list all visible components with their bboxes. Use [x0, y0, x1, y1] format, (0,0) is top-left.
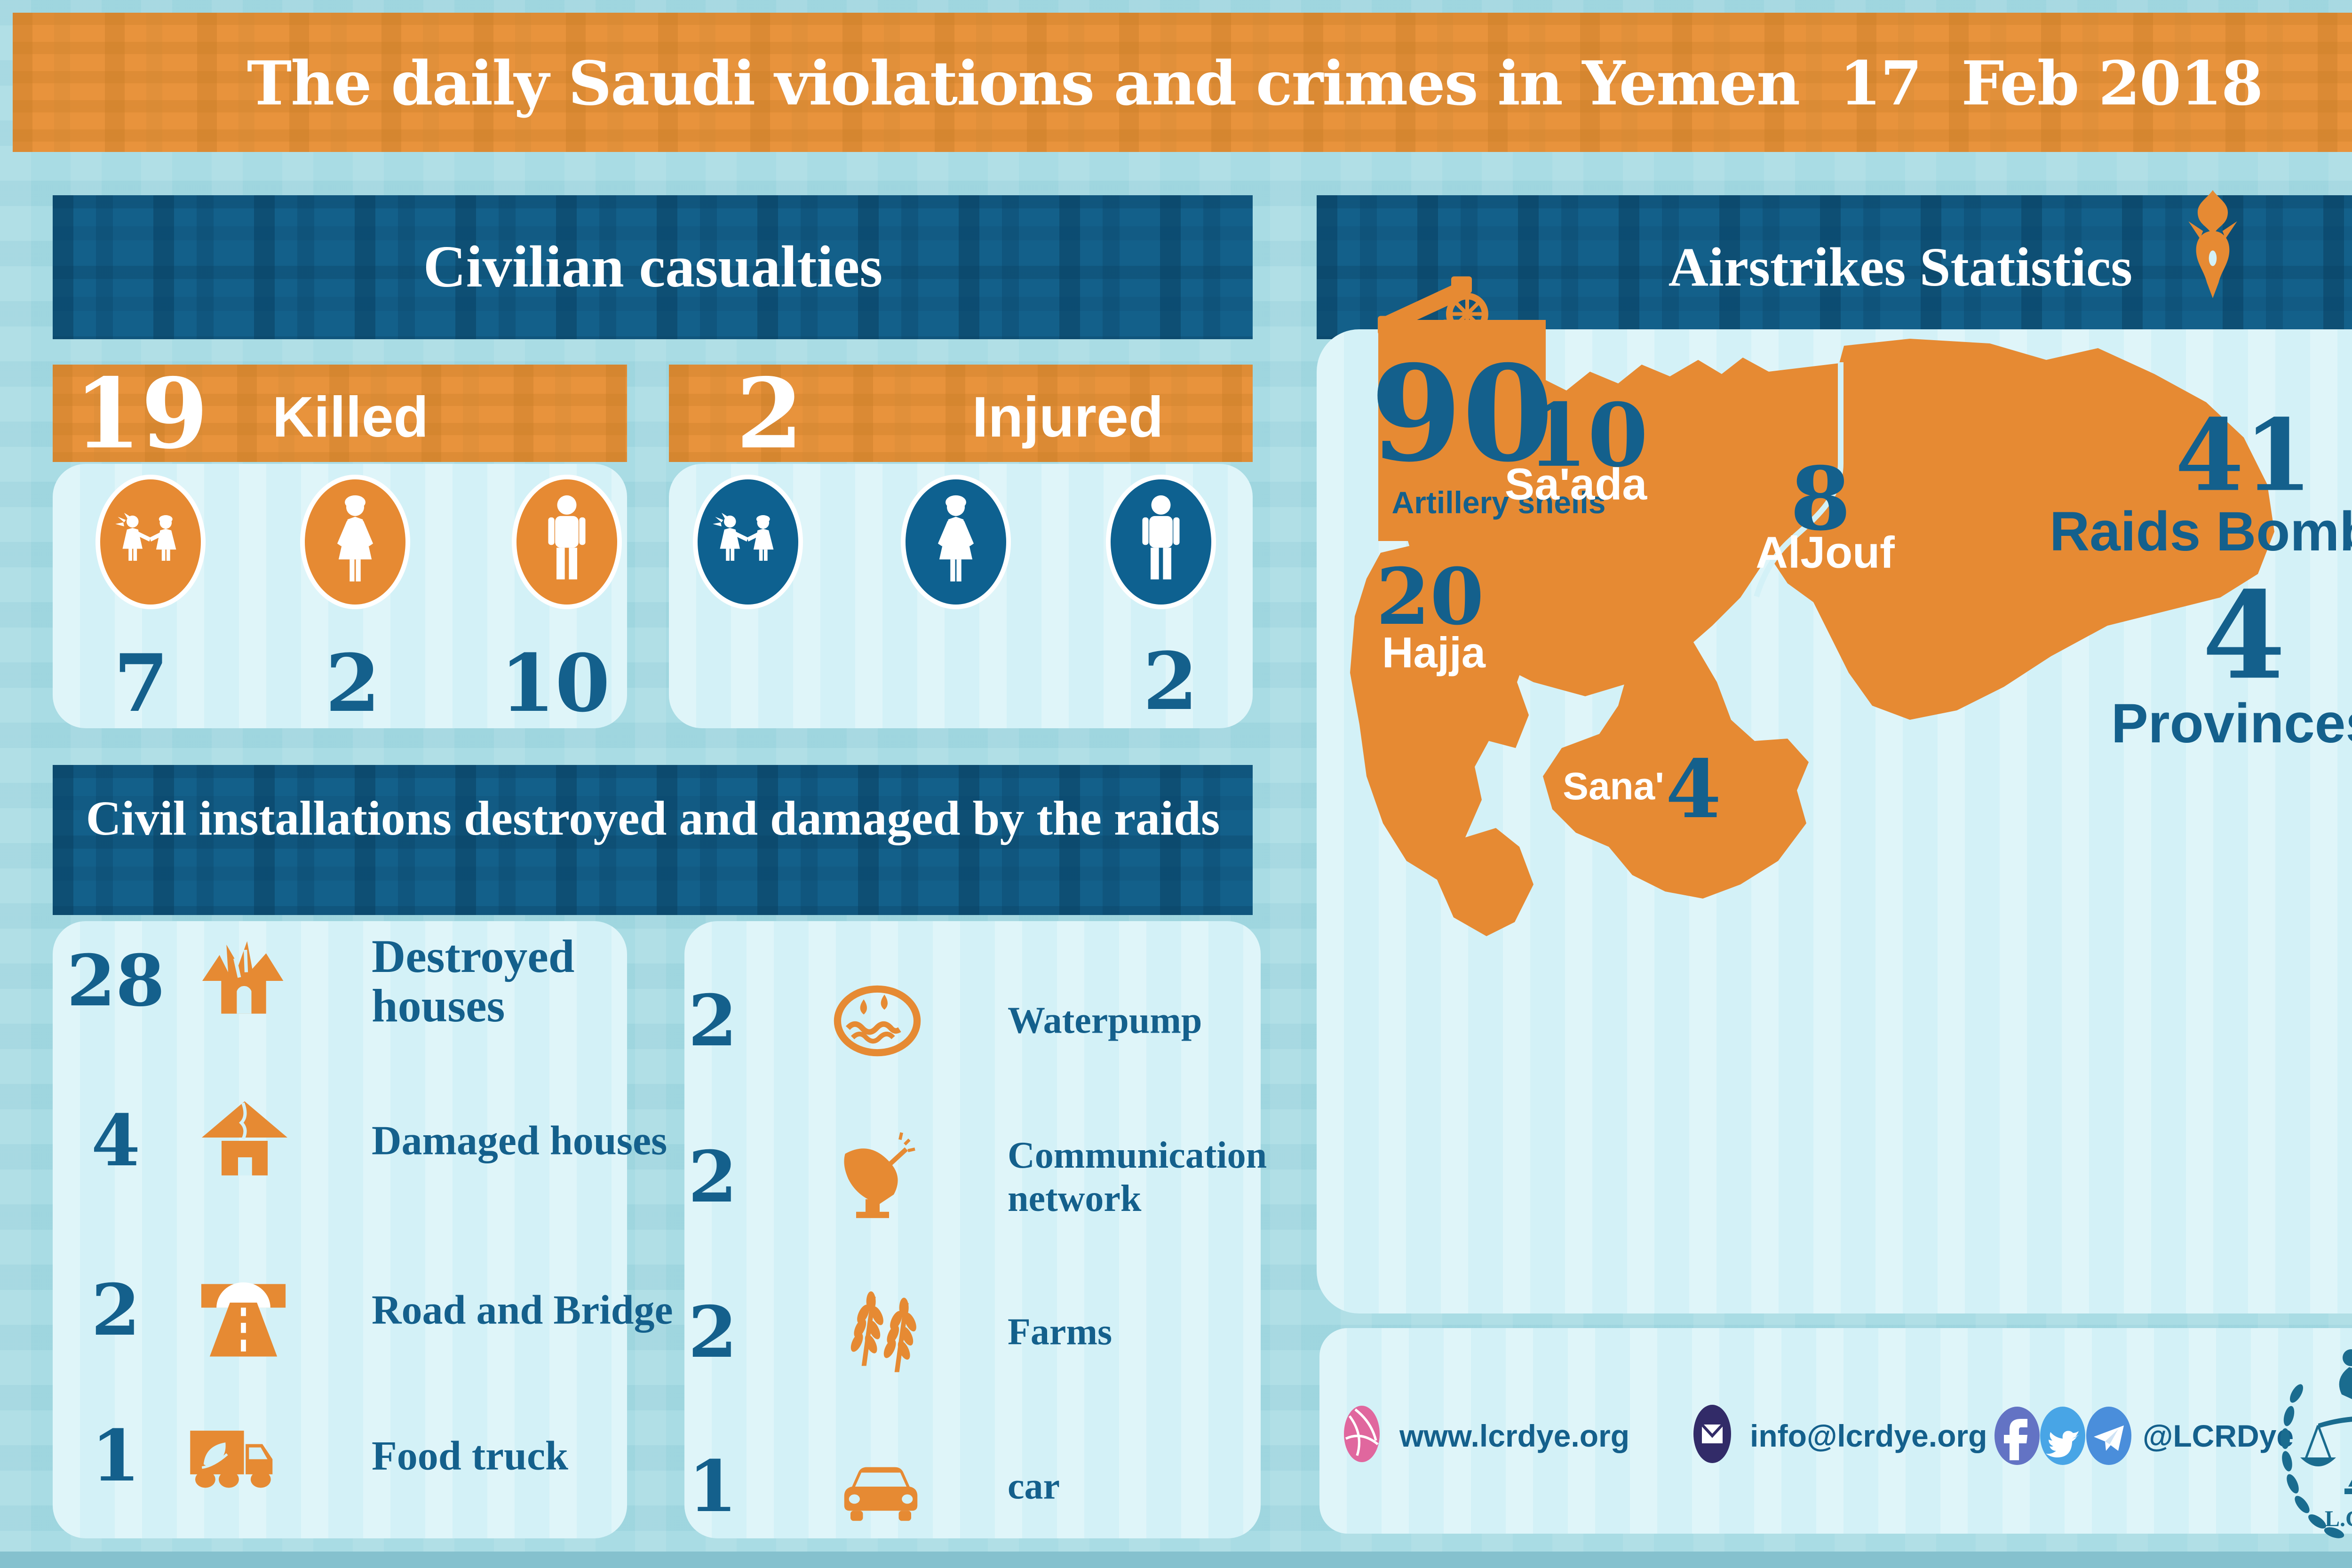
injured-men-count: 2 [1143, 635, 1198, 728]
lcrd-logo: L.C.R.D [2276, 1335, 2352, 1544]
website-link[interactable]: www.lcrdye.org [1399, 1418, 1630, 1453]
artillery-label: Artillery shells [1391, 485, 1606, 520]
bottom-strip [0, 1552, 2352, 1568]
twitter-icon[interactable] [2039, 1406, 2086, 1468]
food-truck-icon [183, 1411, 301, 1508]
provinces-count: 4 [2202, 565, 2286, 707]
damaged-houses-label: Damaged houses [372, 1118, 667, 1164]
road-bridge-icon [193, 1266, 294, 1369]
title-banner [13, 13, 2352, 152]
email-icon[interactable] [1692, 1404, 1732, 1466]
children-icon [95, 475, 206, 609]
damaged-houses-count: 4 [91, 1099, 141, 1182]
provinces-label: Provinces [2111, 692, 2352, 755]
cannon-icon [1376, 261, 1517, 341]
facebook-icon[interactable] [1994, 1406, 2041, 1468]
wheat-icon [835, 1284, 929, 1381]
killed-children-count: 7 [113, 637, 169, 730]
casualties-header-band [53, 195, 1253, 339]
region-saada-aljouf-shape [1404, 339, 2274, 720]
saada-count: 10 [1527, 384, 1648, 486]
installations-header-band [53, 765, 1253, 915]
raids-count: 41 [2175, 397, 2313, 514]
children-icon [693, 475, 803, 609]
woman-icon [901, 475, 1011, 609]
children-icon-svg [115, 512, 176, 561]
communication-label: Communication network [1008, 1135, 1267, 1219]
contact-bar [1319, 1328, 2352, 1534]
injured-count: 2 [736, 358, 803, 470]
woman-icon-svg [337, 495, 373, 581]
farms-label: Farms [1008, 1311, 1112, 1353]
social-handle[interactable]: @LCRDye [2143, 1418, 2294, 1453]
car-icon [830, 1447, 931, 1529]
casualties-header: Civilian casualties [423, 234, 883, 300]
aljouf-label: AlJouf [1756, 527, 1895, 578]
killed-label: Killed [272, 385, 429, 449]
car-label: car [1008, 1465, 1060, 1507]
saada-aljouf-border [1754, 362, 1843, 597]
aljouf-count: 8 [1790, 447, 1851, 550]
yemen-map [1350, 339, 2274, 936]
saada-label: Sa'ada [1504, 459, 1647, 509]
food-truck-count: 1 [91, 1415, 141, 1497]
installations-left-panel [53, 921, 627, 1538]
raids-label: Raids Bombed [2049, 501, 2352, 563]
installations-header: Civil installations destroyed and damage… [86, 791, 1220, 845]
hajja-label: Hajja [1382, 629, 1486, 677]
man-icon [512, 475, 622, 609]
bomb-icon [2185, 188, 2241, 332]
killed-men-count: 10 [500, 637, 610, 730]
communication-count: 2 [688, 1136, 738, 1218]
destroyed-houses-label: Destroyed houses [372, 930, 575, 1032]
airstrikes-header-band [1317, 195, 2352, 339]
email-link[interactable]: info@lcrdye.org [1750, 1418, 1987, 1453]
airstrikes-header: Airstrikes Statistics [1668, 236, 2133, 298]
damaged-house-icon [195, 1091, 294, 1193]
satellite-dish-icon [833, 1127, 927, 1230]
killed-bar [53, 365, 627, 462]
page-title: The daily Saudi violations and crimes in… [246, 48, 2263, 119]
farms-count: 2 [688, 1291, 738, 1374]
hajja-count: 20 [1376, 551, 1484, 642]
region-hajja-shape [1350, 541, 1534, 936]
man-icon-svg [548, 495, 586, 580]
sana-label: Sana' [1563, 765, 1664, 808]
lcrd-logo-text: L.C.R.D [2325, 1506, 2352, 1531]
artillery-box [1378, 320, 1546, 541]
food-truck-label: Food truck [372, 1433, 568, 1479]
waterpump-count: 2 [688, 979, 738, 1062]
region-sana-shape [1543, 642, 1809, 899]
waterpump-label: Waterpump [1008, 1000, 1202, 1042]
car-count: 1 [688, 1445, 738, 1528]
waterpump-icon [826, 976, 929, 1068]
children-icon-svg [713, 512, 774, 561]
injured-bar [669, 365, 1253, 462]
sana-count: 4 [1665, 742, 1722, 836]
killed-women-count: 2 [325, 637, 381, 730]
injured-label: Injured [972, 385, 1164, 449]
telegram-icon[interactable] [2085, 1406, 2132, 1468]
killed-count: 19 [74, 358, 208, 470]
man-icon-svg [1142, 495, 1180, 580]
artillery-count: 90 [1370, 336, 1554, 492]
dribbble-icon[interactable] [1343, 1405, 1381, 1465]
woman-icon [300, 475, 410, 609]
destroyed-house-icon [192, 929, 295, 1035]
woman-icon-svg [938, 495, 974, 581]
man-icon [1106, 475, 1216, 609]
road-bridge-label: Road and Bridge [372, 1287, 673, 1333]
road-bridge-count: 2 [91, 1269, 141, 1352]
installations-right-panel [684, 921, 1261, 1538]
destroyed-houses-count: 28 [66, 939, 165, 1022]
